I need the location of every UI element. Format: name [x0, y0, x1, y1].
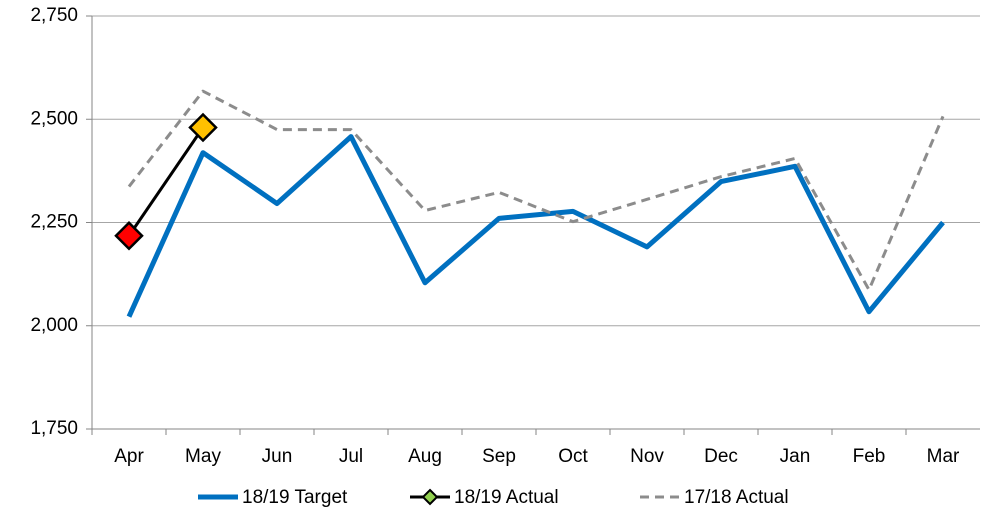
series-line — [127, 89, 945, 292]
legend-label: 18/19 Target — [242, 487, 348, 508]
marker — [114, 220, 144, 251]
legend-label: 18/19 Actual — [454, 487, 559, 508]
x-tick-label: May — [185, 446, 221, 467]
series-line — [127, 126, 205, 237]
y-tick-label: 2,500 — [30, 108, 78, 129]
x-tick-label: Jan — [780, 446, 811, 467]
legend-label: 17/18 Actual — [684, 487, 789, 508]
legend-marker — [421, 488, 439, 506]
x-tick-label: Jun — [262, 446, 293, 467]
x-tick-label: Nov — [630, 446, 664, 467]
x-tick-label: Feb — [853, 446, 886, 467]
series-line — [126, 134, 945, 318]
x-tick-label: Jul — [339, 446, 363, 467]
x-tick-label: Apr — [114, 446, 144, 467]
x-tick-label: Dec — [704, 446, 738, 467]
y-tick-label: 2,000 — [30, 315, 78, 336]
x-tick-label: Aug — [408, 446, 442, 467]
y-tick-label: 2,250 — [30, 212, 78, 233]
marker — [188, 112, 218, 143]
x-tick-label: Mar — [927, 446, 960, 467]
y-tick-label: 1,750 — [30, 418, 78, 439]
y-tick-label: 2,750 — [30, 5, 78, 26]
x-tick-label: Sep — [482, 446, 516, 467]
x-tick-label: Oct — [558, 446, 588, 467]
